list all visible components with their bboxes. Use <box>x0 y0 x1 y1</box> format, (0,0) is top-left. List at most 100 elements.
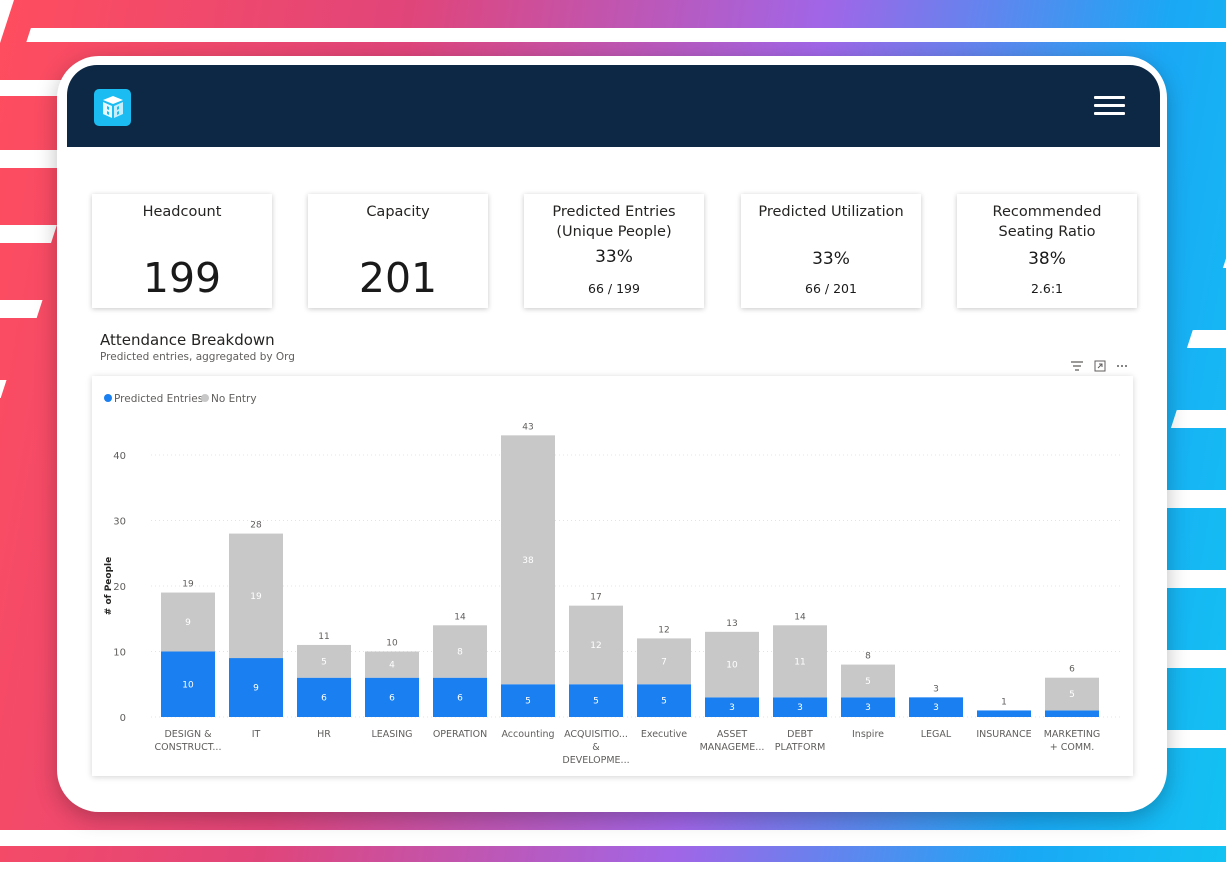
bar-no-entry <box>365 651 419 678</box>
bar-predicted-entries <box>841 697 895 717</box>
bar-value-label: 5 <box>593 697 599 707</box>
kpi-title: Predicted Utilization <box>758 204 904 220</box>
kpi-card-headcount: Headcount 199 <box>92 194 272 308</box>
hamburger-menu-icon[interactable] <box>1094 96 1125 116</box>
x-tick-label: MARKETING <box>1044 729 1101 740</box>
bar-value-label: 11 <box>794 657 805 667</box>
building-logo-icon[interactable] <box>94 89 131 126</box>
x-tick-label: PLATFORM <box>775 742 826 753</box>
kpi-title-line: Seating Ratio <box>998 224 1096 240</box>
kpi-title-line: Predicted Entries <box>552 204 676 220</box>
bar-predicted-entries <box>433 677 487 717</box>
bar-value-label: 9 <box>253 684 259 694</box>
x-tick-label: IT <box>252 729 261 740</box>
bar-predicted-entries <box>297 677 351 717</box>
bar-predicted-entries <box>161 651 215 717</box>
filter-icon[interactable] <box>1070 360 1084 372</box>
bar-total-label: 43 <box>522 422 533 432</box>
bar-value-label: 6 <box>389 693 395 703</box>
bar-value-label: 8 <box>457 648 463 658</box>
chart-subtitle: Predicted entries, aggregated by Org <box>100 351 295 363</box>
kpi-card-predicted-utilization: Predicted Utilization 33% 66 / 201 <box>741 194 921 308</box>
x-tick-label: ASSET <box>717 729 748 740</box>
x-tick-label: Executive <box>641 729 687 740</box>
bar-total-label: 17 <box>590 593 601 603</box>
bar-predicted-entries <box>569 684 623 717</box>
bar-no-entry <box>433 625 487 678</box>
y-tick-label: 20 <box>113 582 126 593</box>
legend-label: Predicted Entries <box>114 393 203 405</box>
bar-no-entry <box>501 435 555 685</box>
x-tick-label: MANAGEME... <box>700 742 765 753</box>
y-axis-label: # of People <box>104 557 114 615</box>
bar-value-label: 19 <box>250 592 262 602</box>
bar-total-label: 28 <box>250 521 262 531</box>
bar-value-label: 9 <box>185 618 191 628</box>
focus-mode-icon[interactable] <box>1093 360 1107 372</box>
x-tick-label: ACQUISITIO... <box>564 729 628 740</box>
bar-predicted-entries <box>1045 710 1099 717</box>
bar-total-label: 3 <box>933 684 939 694</box>
bar-total-label: 12 <box>658 625 669 635</box>
y-tick-label: 30 <box>113 517 126 528</box>
bar-value-label: 4 <box>389 661 395 671</box>
bar-predicted-entries <box>773 697 827 717</box>
x-tick-label: CONSTRUCT... <box>155 742 222 753</box>
bar-value-label: 5 <box>865 677 871 687</box>
kpi-title: Predicted Entries (Unique People) <box>524 202 704 242</box>
bar-value-label: 3 <box>865 703 871 713</box>
kpi-value: 201 <box>358 254 438 302</box>
kpi-title: Capacity <box>366 204 430 220</box>
kpi-title-line: Recommended <box>992 204 1102 220</box>
bar-value-label: 5 <box>661 697 667 707</box>
kpi-card-capacity: Capacity 201 <box>308 194 488 308</box>
bar-predicted-entries <box>909 697 963 717</box>
x-tick-label: & <box>592 742 600 753</box>
legend-label: No Entry <box>211 393 257 405</box>
top-navigation-bar <box>67 65 1160 147</box>
y-tick-label: 40 <box>113 451 126 462</box>
x-tick-label: OPERATION <box>433 729 487 740</box>
bar-value-label: 6 <box>457 693 463 703</box>
attendance-stacked-bar-chart: Predicted Entries No Entry 0 10 20 30 40 # of P… <box>104 393 1122 766</box>
x-tick-label: DEBT <box>787 729 813 740</box>
bar-value-label: 5 <box>525 697 531 707</box>
bar-no-entry <box>1045 677 1099 711</box>
kpi-card-predicted-entries: Predicted Entries (Unique People) 33% 66… <box>524 194 704 308</box>
bar-no-entry <box>841 664 895 698</box>
bar-total-label: 8 <box>865 652 871 662</box>
bar-total-label: 6 <box>1069 665 1075 675</box>
bar-no-entry <box>161 592 215 652</box>
more-options-icon[interactable] <box>1115 360 1129 372</box>
bar-no-entry <box>773 625 827 698</box>
bar-predicted-entries <box>229 658 283 717</box>
bar-value-label: 10 <box>726 661 738 671</box>
x-tick-label: HR <box>317 729 331 740</box>
dashboard-card: Headcount 199 Capacity 201 Predicted Ent… <box>57 56 1167 812</box>
bar-predicted-entries <box>365 677 419 717</box>
bar-predicted-entries <box>637 684 691 717</box>
bar-total-label: 14 <box>794 612 806 622</box>
bar-total-label: 13 <box>726 619 737 629</box>
bar-value-label: 12 <box>590 641 601 651</box>
bar-value-label: 5 <box>1069 690 1075 700</box>
kpi-value: 199 <box>142 254 222 302</box>
bar-value-label: 38 <box>522 556 534 566</box>
kpi-detail: 2.6:1 <box>1030 281 1064 296</box>
kpi-detail: 66 / 199 <box>588 281 640 296</box>
bar-total-label: 10 <box>386 639 398 649</box>
kpi-title: Headcount <box>142 204 222 220</box>
bar-value-label: 10 <box>182 680 194 690</box>
x-tick-label: LEGAL <box>921 729 952 740</box>
bar-value-label: 3 <box>797 703 803 713</box>
x-tick-label: LEASING <box>371 729 412 740</box>
x-tick-label: DEVELOPME... <box>562 755 629 766</box>
bar-no-entry <box>229 533 283 659</box>
kpi-detail: 66 / 201 <box>805 281 857 296</box>
bar-value-label: 3 <box>933 703 939 713</box>
y-tick-label: 0 <box>120 713 126 724</box>
attendance-chart-panel: Predicted Entries No Entry 0 10 20 30 40 # of P… <box>92 376 1133 776</box>
x-tick-label: + COMM. <box>1050 742 1095 753</box>
bar-total-label: 11 <box>318 632 329 642</box>
